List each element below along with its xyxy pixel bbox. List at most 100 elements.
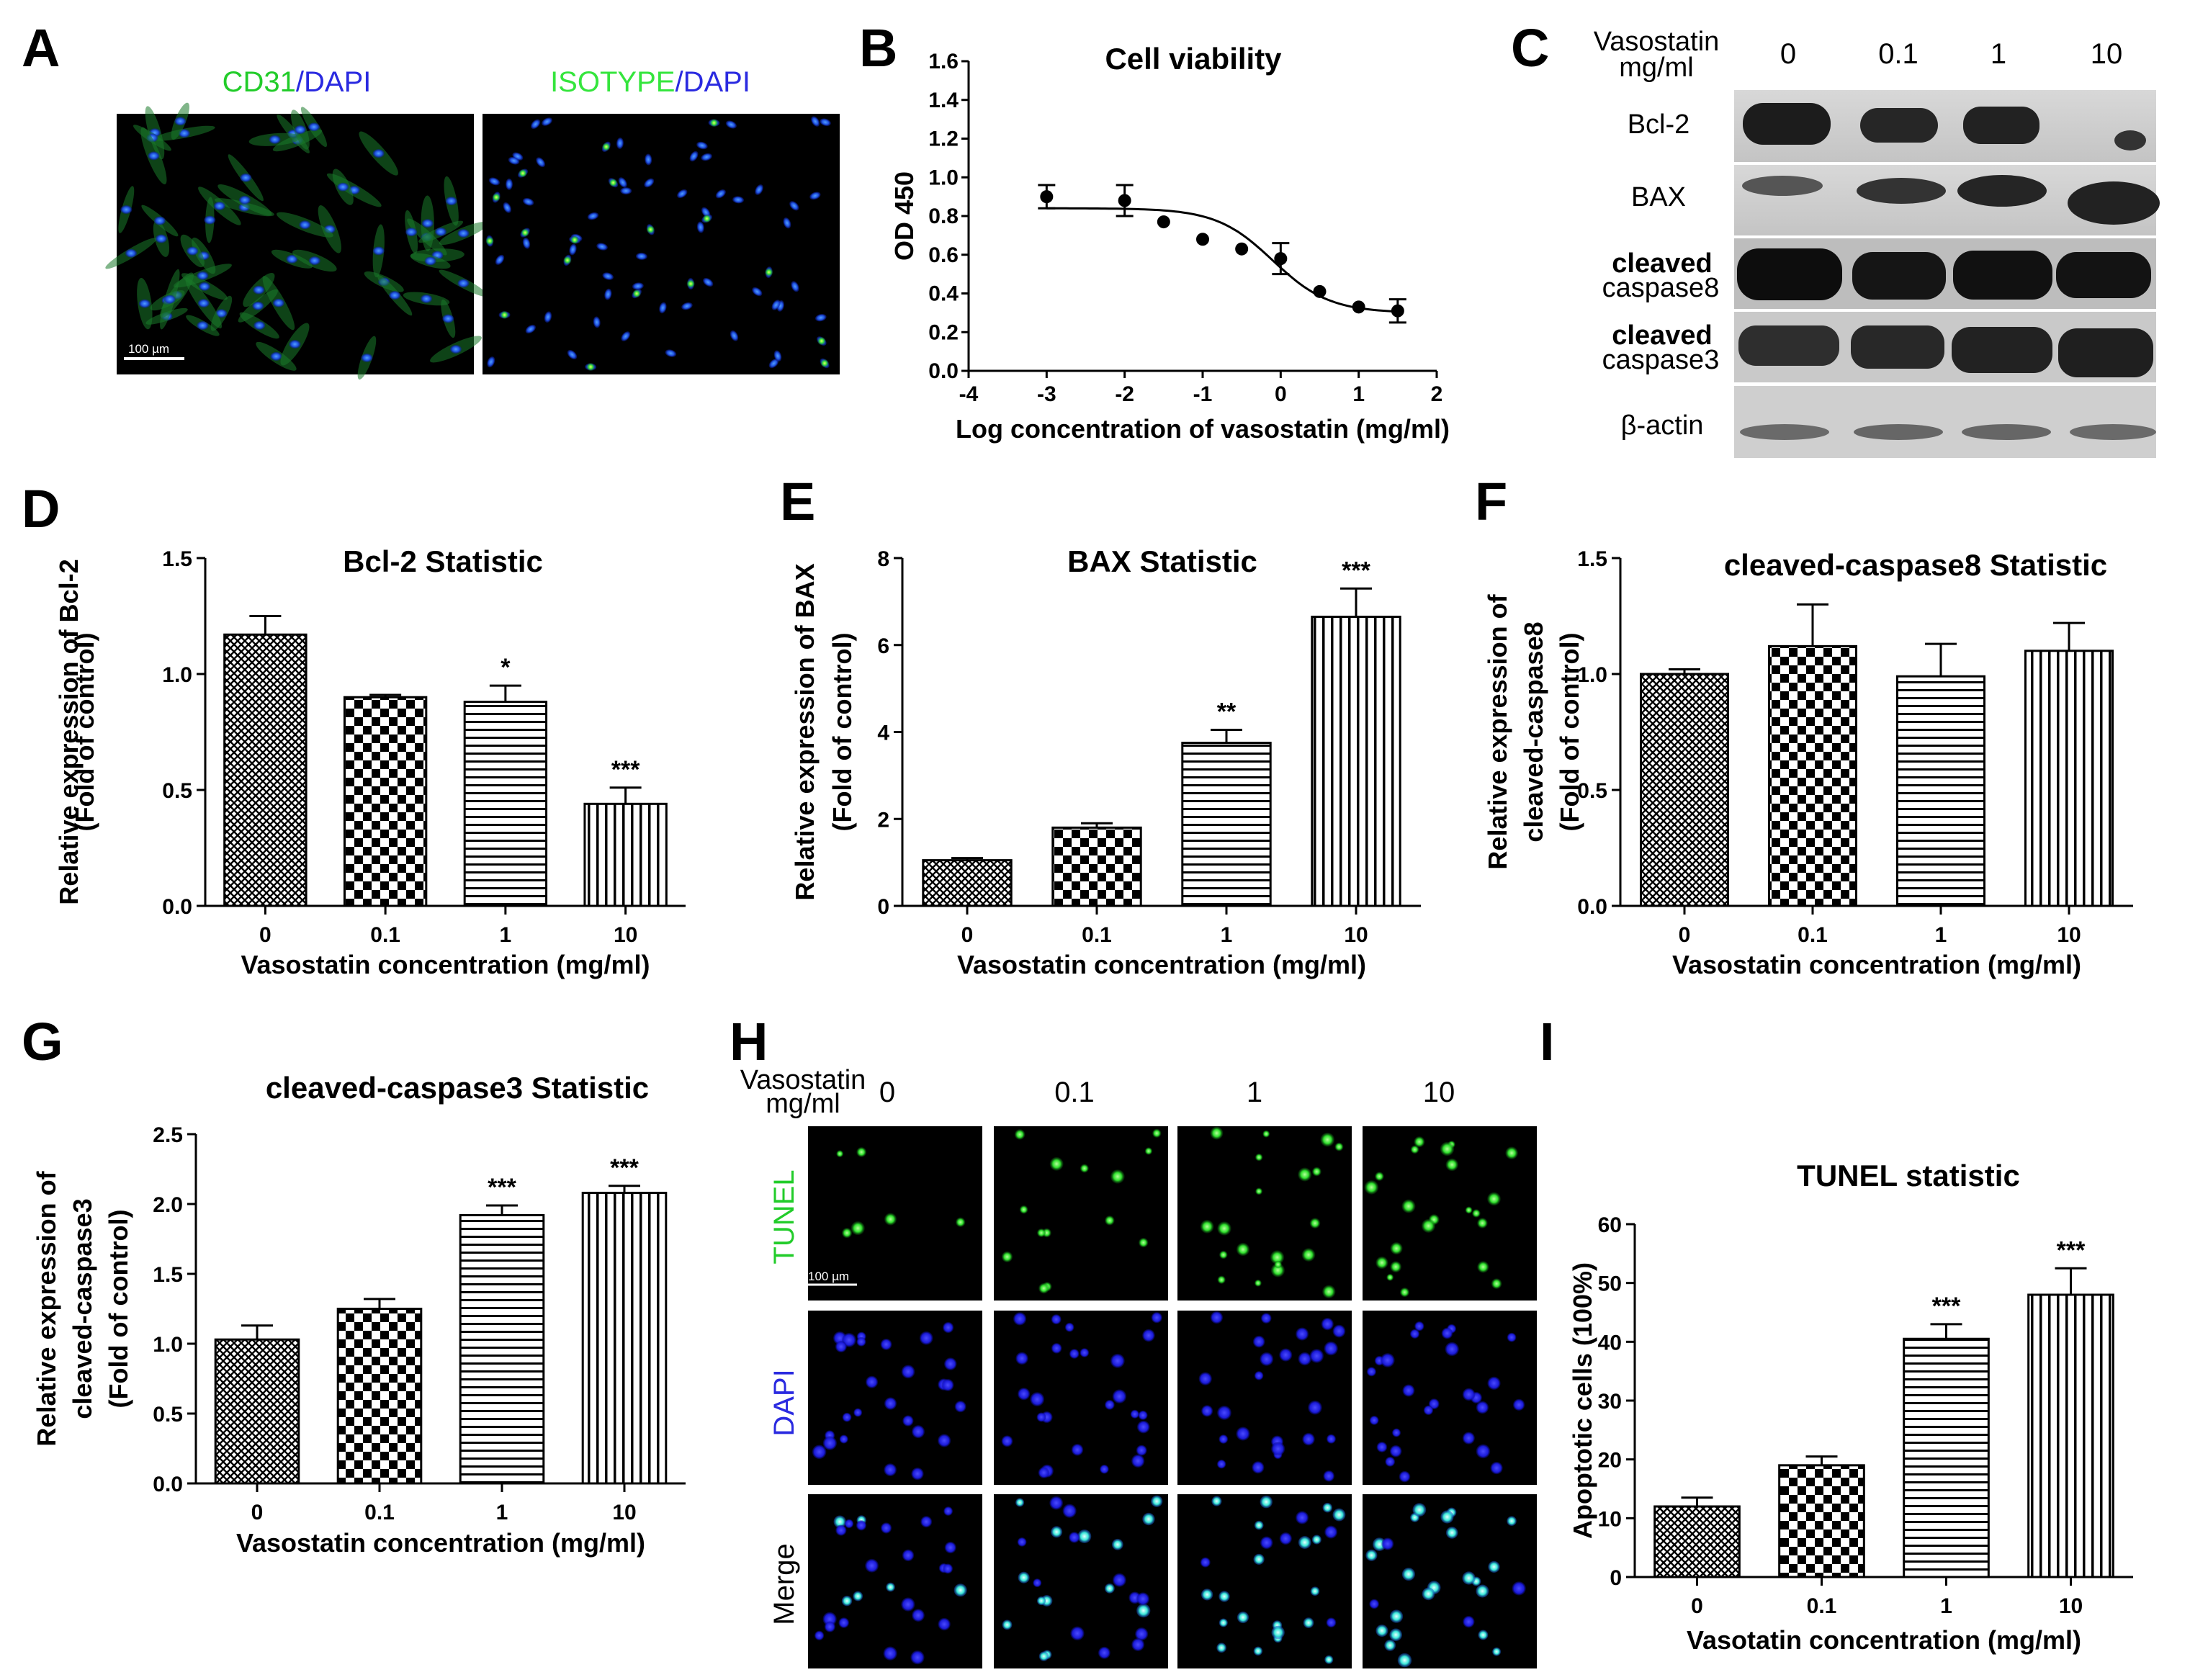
blot-row-casp3-1: cleaved (1612, 320, 1712, 351)
dapi-nucleus (1487, 1376, 1501, 1391)
merge-nucleus (838, 1617, 850, 1628)
dapi-nucleus (1069, 1349, 1080, 1359)
nucleus (253, 285, 265, 295)
y-axis-label: OD 450 (889, 171, 919, 261)
blot-row-casp8-1: cleaved (1612, 248, 1712, 279)
nucleus (783, 217, 791, 229)
merge-nucleus (1136, 1592, 1150, 1606)
significance-marker: *** (611, 756, 640, 783)
h-conc-1: 0.1 (1054, 1077, 1095, 1108)
band (1957, 175, 2047, 207)
tunel-positive-cell (1255, 1187, 1263, 1195)
merge-nucleus (841, 1595, 853, 1607)
nucleus (148, 151, 160, 161)
dapi-nucleus (1507, 1332, 1517, 1342)
merge-nucleus (1401, 1567, 1416, 1581)
bar (214, 1338, 300, 1485)
nucleus (238, 195, 251, 205)
nucleus (289, 339, 301, 349)
merge-nucleus (1219, 1618, 1228, 1627)
merge-nucleus (1369, 1599, 1380, 1609)
dapi-nucleus (1423, 1405, 1434, 1416)
chart-d-bcl2: Bcl-2 Statistic 0.0 0.5 1.0 1.5 0 0.1 1 * 10 *** Va… (54, 544, 686, 979)
band (1963, 107, 2039, 144)
panel-a: CD31/DAPI ISOTYPE/DAPI 100 µm (105, 66, 840, 380)
x-tick-label: 0.1 (364, 1501, 395, 1524)
bar (1653, 1505, 1741, 1578)
dapi-nucleus (812, 1445, 827, 1460)
dapi-nucleus (941, 1378, 954, 1391)
tunel-positive-cell (836, 1150, 844, 1158)
tunel-positive-cell (1001, 1251, 1013, 1263)
panel-label-h: H (730, 1012, 768, 1072)
nucleus (198, 282, 210, 291)
nucleus (506, 178, 513, 190)
nucleus (138, 299, 151, 308)
dapi-nucleus (1051, 1314, 1062, 1325)
green-spot (492, 192, 501, 202)
dapi-nucleus (1036, 1412, 1046, 1422)
nucleus (811, 116, 820, 127)
h-conc-0: 0 (879, 1077, 895, 1108)
tunel-positive-cell (884, 1213, 897, 1226)
nucleus (602, 272, 614, 280)
tunel-positive-cell (1309, 1218, 1321, 1229)
y-axis-label: Apoptotic cells (100%) (1568, 1262, 1597, 1539)
y-tick-label: 0 (1610, 1566, 1622, 1590)
tunel-positive-cell (1255, 1153, 1263, 1162)
nucleus (163, 295, 176, 304)
tunel-positive-cell (1471, 1209, 1481, 1218)
tunel-positive-cell (1152, 1128, 1162, 1138)
green-spot (485, 236, 495, 246)
band (1743, 103, 1831, 145)
green-spot (764, 268, 773, 277)
nucleus (645, 153, 652, 166)
merge-nucleus (1463, 1615, 1475, 1628)
dapi-nucleus (884, 1397, 897, 1410)
x-axis-label: Log concentration of vasostatin (mg/ml) (956, 414, 1450, 444)
bar (1903, 1337, 1990, 1578)
merge-nucleus (910, 1650, 925, 1665)
merge-nucleus (1136, 1603, 1151, 1618)
nucleus (240, 173, 252, 182)
isotype-micrograph (483, 114, 840, 374)
y-axis-label: (Fold of control) (1555, 633, 1584, 832)
tunel-positive-cell (1105, 1215, 1115, 1226)
merge-nucleus (1111, 1538, 1123, 1550)
chart-title: Bcl-2 Statistic (343, 544, 543, 578)
tunel-positive-cell (1144, 1147, 1153, 1155)
y-tick-label: 0.5 (162, 779, 192, 803)
band (2070, 424, 2156, 440)
y-tick-label: 1.0 (1577, 663, 1607, 687)
tunel-positive-cell (1262, 1130, 1270, 1138)
panel-label-i: I (1540, 1012, 1555, 1072)
significance-marker: *** (1342, 557, 1370, 584)
band (1962, 424, 2051, 440)
y-tick-label: 1.0 (153, 1333, 183, 1357)
green-spot (820, 359, 830, 368)
nucleus (197, 299, 210, 308)
nucleus (789, 201, 799, 211)
micrograph (1177, 1126, 1352, 1301)
nucleus (659, 302, 667, 314)
blot-row-casp3-2: caspase3 (1602, 345, 1720, 375)
merge-nucleus (1216, 1643, 1227, 1653)
y-tick-label: 2 (877, 808, 889, 832)
merge-nucleus (1507, 1516, 1517, 1527)
tunel-positive-cell (1236, 1242, 1250, 1257)
y-tick-label: 40 (1598, 1331, 1622, 1355)
x-tick-label: 1 (500, 923, 512, 947)
nucleus (445, 197, 457, 206)
merge-nucleus (1462, 1571, 1476, 1585)
merge-nucleus (1298, 1536, 1311, 1549)
blot-conc-2: 1 (1991, 38, 2006, 70)
merge-nucleus (938, 1617, 951, 1631)
nucleus (635, 252, 647, 260)
tunel-positive-cell (1364, 1180, 1379, 1195)
merge-nucleus (1237, 1611, 1249, 1624)
dapi-nucleus (1369, 1415, 1379, 1425)
dapi-nucleus (901, 1365, 915, 1379)
nucleus (522, 237, 531, 249)
nucleus (269, 135, 281, 144)
tunel-positive-cell (1477, 1218, 1488, 1228)
